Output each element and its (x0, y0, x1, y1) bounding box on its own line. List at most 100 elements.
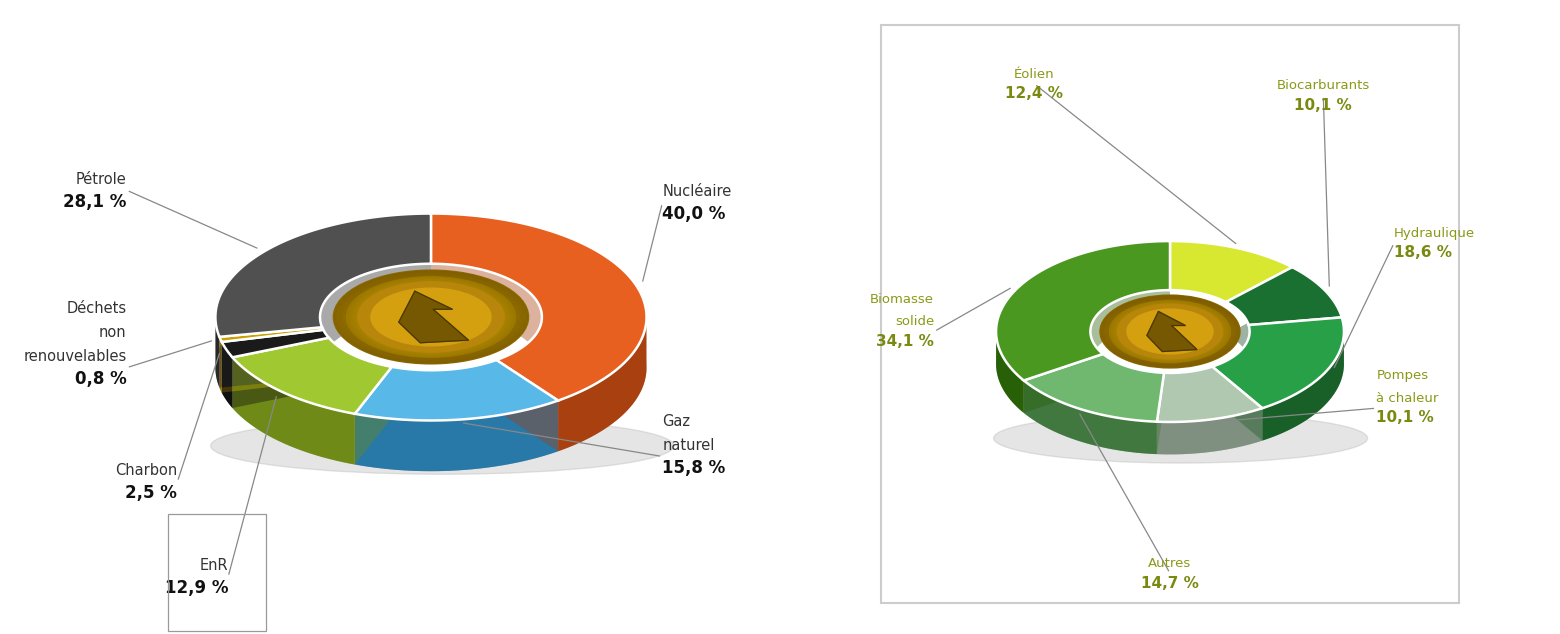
Polygon shape (220, 327, 323, 342)
Ellipse shape (388, 297, 473, 337)
Ellipse shape (1142, 317, 1198, 346)
Ellipse shape (392, 298, 470, 336)
Ellipse shape (1151, 322, 1189, 341)
Text: Pompes: Pompes (1376, 370, 1429, 382)
Ellipse shape (421, 313, 441, 321)
Ellipse shape (418, 311, 445, 323)
Ellipse shape (398, 301, 463, 333)
Ellipse shape (1159, 325, 1181, 337)
Polygon shape (354, 360, 558, 420)
Polygon shape (1158, 408, 1262, 455)
Ellipse shape (1126, 309, 1214, 354)
Text: 2,5 %: 2,5 % (125, 484, 178, 502)
Text: Biomasse: Biomasse (870, 293, 934, 306)
Ellipse shape (1165, 329, 1175, 334)
Text: 10,1 %: 10,1 % (1295, 98, 1353, 113)
Ellipse shape (1104, 297, 1236, 366)
Text: EnR: EnR (200, 559, 228, 573)
Ellipse shape (1126, 309, 1214, 354)
Text: 0,8 %: 0,8 % (75, 370, 126, 388)
Polygon shape (431, 264, 646, 451)
Polygon shape (232, 358, 354, 465)
Ellipse shape (211, 417, 674, 474)
Text: Éolien: Éolien (1014, 67, 1055, 81)
Polygon shape (997, 273, 1170, 413)
Text: non: non (98, 325, 126, 340)
Text: 12,4 %: 12,4 % (1005, 86, 1064, 101)
Polygon shape (329, 338, 392, 418)
Polygon shape (232, 338, 392, 414)
Text: Autres: Autres (1148, 557, 1192, 570)
Text: solide: solide (895, 315, 934, 328)
Polygon shape (222, 380, 329, 408)
Ellipse shape (1128, 309, 1212, 353)
Ellipse shape (1119, 305, 1221, 358)
Ellipse shape (395, 300, 466, 334)
Ellipse shape (401, 303, 460, 331)
Ellipse shape (1131, 311, 1209, 352)
Polygon shape (1090, 332, 1103, 386)
Ellipse shape (1145, 318, 1195, 345)
Polygon shape (399, 291, 468, 343)
Polygon shape (323, 330, 329, 389)
Polygon shape (215, 318, 220, 387)
Ellipse shape (367, 286, 496, 348)
Polygon shape (1023, 354, 1164, 422)
Polygon shape (1158, 366, 1262, 422)
Ellipse shape (373, 289, 490, 345)
Polygon shape (1164, 366, 1212, 405)
Text: 40,0 %: 40,0 % (663, 205, 725, 223)
Text: 28,1 %: 28,1 % (64, 193, 126, 210)
Polygon shape (1212, 350, 1343, 441)
Ellipse shape (424, 314, 437, 320)
Ellipse shape (371, 288, 491, 346)
Ellipse shape (379, 292, 484, 342)
Ellipse shape (346, 276, 515, 358)
Ellipse shape (994, 413, 1368, 463)
Ellipse shape (1133, 312, 1207, 351)
Ellipse shape (362, 284, 499, 350)
Polygon shape (1103, 354, 1164, 405)
Polygon shape (1226, 267, 1342, 325)
Polygon shape (222, 342, 232, 408)
Polygon shape (320, 317, 321, 378)
Ellipse shape (349, 278, 512, 356)
Polygon shape (1170, 241, 1292, 302)
Polygon shape (232, 389, 392, 465)
Text: renouvelables: renouvelables (23, 349, 126, 364)
Text: à chaleur: à chaleur (1376, 392, 1438, 404)
Polygon shape (220, 337, 222, 392)
Ellipse shape (1117, 304, 1223, 359)
Ellipse shape (385, 295, 476, 339)
Ellipse shape (1150, 321, 1190, 342)
Polygon shape (1023, 386, 1164, 454)
Text: Pétrole: Pétrole (76, 172, 126, 186)
Text: 12,9 %: 12,9 % (165, 579, 228, 597)
Text: naturel: naturel (663, 438, 714, 453)
Polygon shape (1226, 300, 1342, 358)
Ellipse shape (343, 275, 519, 359)
Text: Charbon: Charbon (115, 463, 178, 478)
Ellipse shape (1154, 323, 1186, 340)
Ellipse shape (1161, 327, 1179, 337)
Polygon shape (997, 332, 1023, 413)
Text: Gaz: Gaz (663, 414, 691, 429)
Ellipse shape (1103, 296, 1237, 366)
Ellipse shape (1114, 302, 1226, 361)
Polygon shape (1147, 311, 1197, 351)
Text: Hydraulique: Hydraulique (1395, 227, 1476, 240)
Ellipse shape (359, 283, 502, 351)
Ellipse shape (415, 309, 448, 325)
Polygon shape (1212, 332, 1250, 399)
Ellipse shape (1147, 320, 1193, 344)
Polygon shape (496, 318, 541, 411)
Ellipse shape (409, 306, 454, 328)
Polygon shape (1262, 332, 1343, 441)
Ellipse shape (357, 282, 504, 352)
Ellipse shape (1136, 313, 1204, 350)
Text: 10,1 %: 10,1 % (1376, 410, 1434, 425)
Ellipse shape (340, 273, 523, 361)
Polygon shape (1023, 380, 1158, 454)
Text: 14,7 %: 14,7 % (1140, 576, 1200, 590)
Polygon shape (1158, 399, 1262, 455)
